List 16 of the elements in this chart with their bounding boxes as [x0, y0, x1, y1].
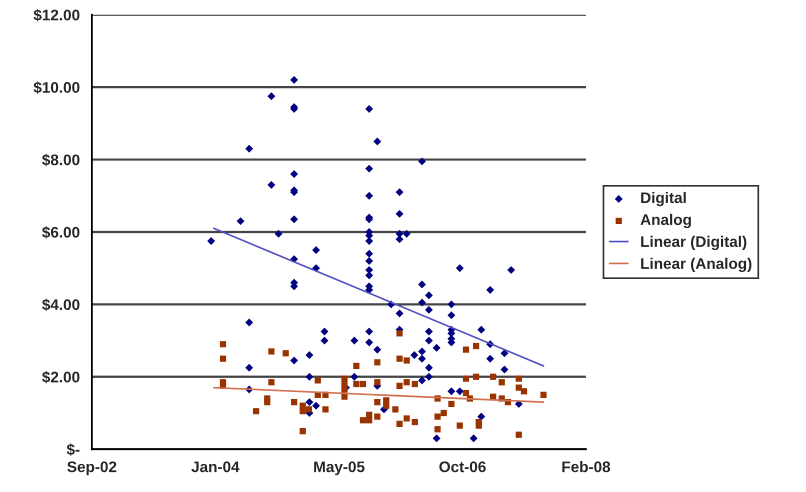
- x-tick-label: Sep-02: [67, 461, 116, 476]
- legend-label: Linear (Analog): [641, 258, 752, 272]
- x-tick-label: May-05: [314, 461, 365, 476]
- y-tick-label: $6.00: [42, 226, 80, 239]
- x-tick-label: Oct-06: [439, 461, 486, 472]
- y-tick-label: $2.00: [42, 370, 80, 384]
- legend-label: Analog: [640, 214, 691, 228]
- x-tick-label: Jan-04: [191, 461, 240, 472]
- legend-label: Linear (Digital): [641, 236, 746, 250]
- y-tick-label: $10.00: [34, 81, 80, 94]
- legend-label: Digital: [641, 192, 686, 206]
- y-tick-label: $12.00: [34, 8, 80, 22]
- x-tick-label: Feb-08: [562, 461, 610, 472]
- y-tick-label: $-: [66, 443, 80, 456]
- y-tick-label: $4.00: [42, 298, 80, 312]
- y-tick-label: $8.00: [42, 154, 80, 166]
